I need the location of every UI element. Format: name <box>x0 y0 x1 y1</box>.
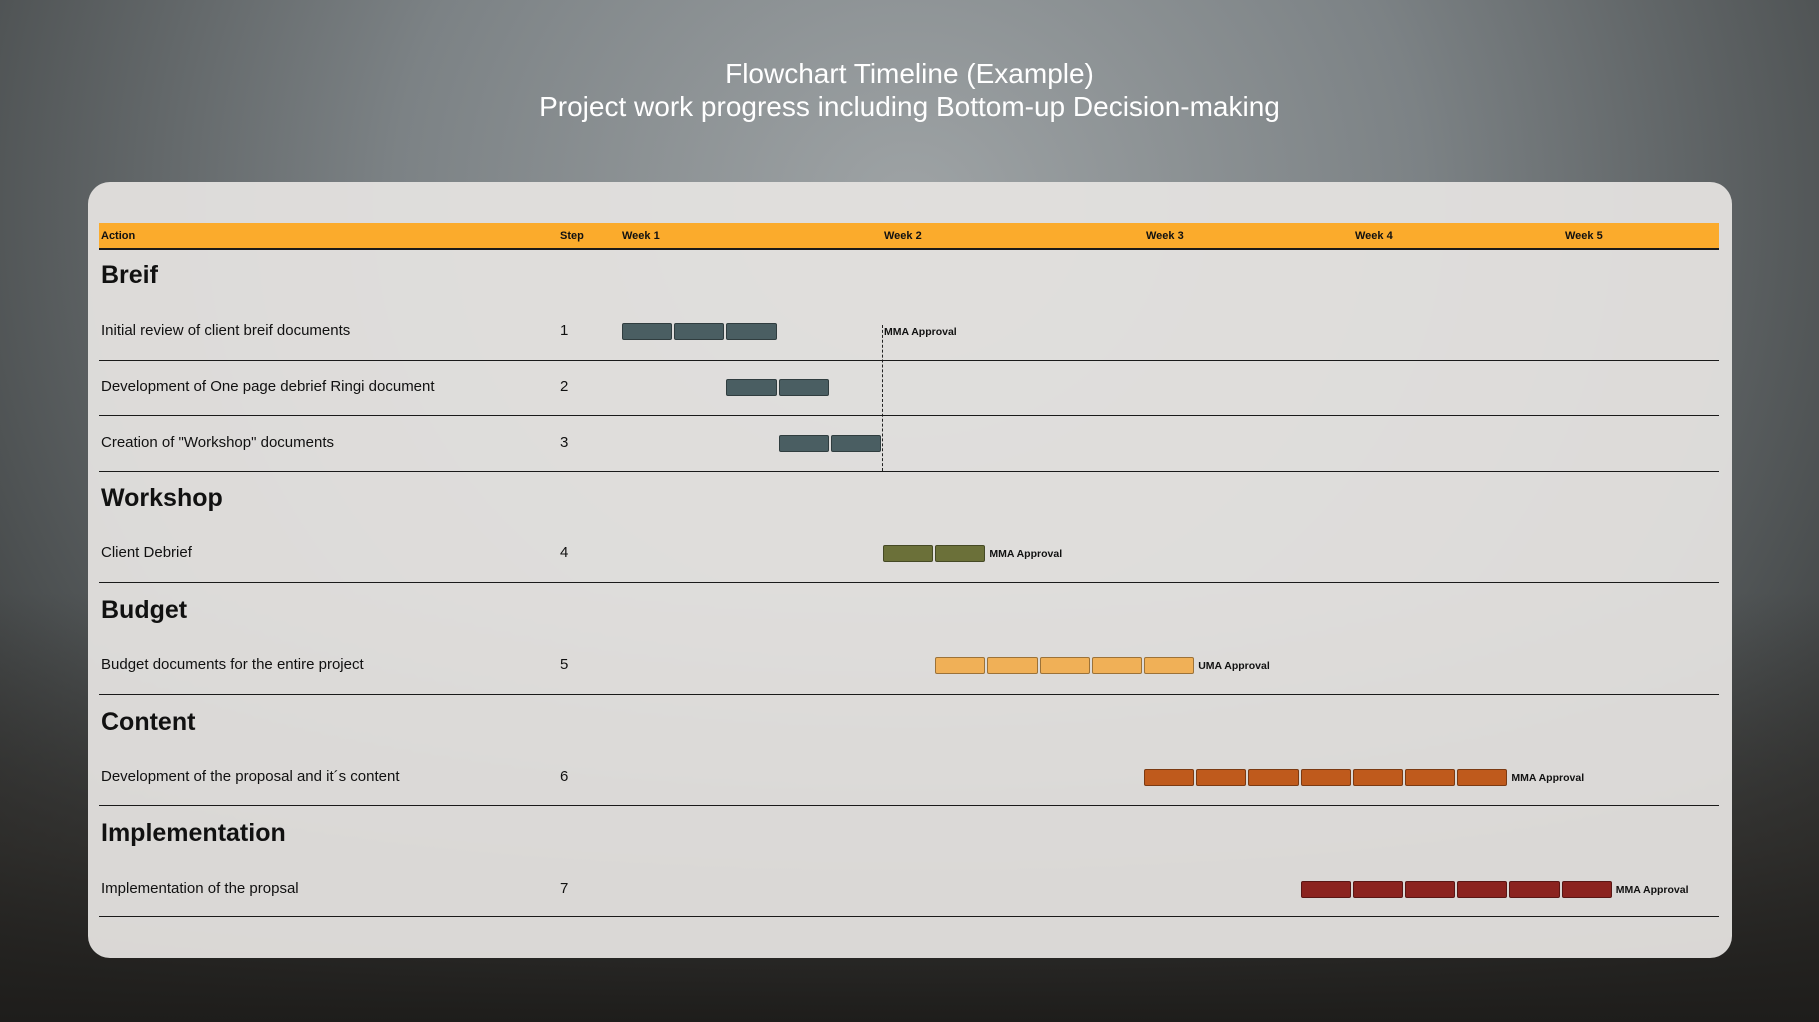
section-title-content: Content <box>101 708 196 736</box>
gantt-bar-segment <box>1144 769 1195 786</box>
gantt-bar-segment <box>883 545 934 562</box>
gantt-bar-segment <box>674 323 725 340</box>
gantt-bar-segment <box>1457 769 1508 786</box>
task-step: 1 <box>560 322 569 339</box>
gantt-bar-segment <box>1405 769 1456 786</box>
section-title-workshop: Workshop <box>101 484 223 512</box>
approval-label: UMA Approval <box>1198 660 1270 672</box>
header-week-3: Week 3 <box>1146 230 1184 242</box>
row-divider <box>99 471 1719 472</box>
row-divider <box>99 415 1719 416</box>
header-week-2: Week 2 <box>884 230 922 242</box>
header-week-1: Week 1 <box>622 230 660 242</box>
gantt-bar-segment <box>1405 881 1456 898</box>
task-action: Initial review of client breif documents <box>101 322 351 339</box>
gantt-bar-segment <box>1091 657 1142 674</box>
gantt-bar-segment <box>1300 769 1351 786</box>
gantt-bar-segment <box>622 323 673 340</box>
timeline-panel <box>88 182 1732 958</box>
task-action: Implementation of the propsal <box>101 880 299 897</box>
gantt-bar-segment <box>935 657 986 674</box>
task-action: Budget documents for the entire project <box>101 656 364 673</box>
header-bar <box>99 223 1719 250</box>
section-title-breif: Breif <box>101 261 158 289</box>
gantt-bar-segment <box>1352 769 1403 786</box>
chart-title: Flowchart Timeline (Example) <box>725 58 1094 89</box>
task-step: 6 <box>560 768 569 785</box>
section-title-implementation: Implementation <box>101 819 286 847</box>
gantt-bar-segment <box>1039 657 1090 674</box>
task-action: Client Debrief <box>101 544 192 561</box>
task-step: 5 <box>560 656 569 673</box>
approval-label: MMA Approval <box>1615 884 1689 896</box>
task-step: 4 <box>560 544 569 561</box>
task-step: 3 <box>560 434 569 451</box>
task-step: 7 <box>560 880 569 897</box>
chart-subtitle: Project work progress including Bottom-u… <box>539 91 1280 122</box>
task-action: Creation of "Workshop" documents <box>101 434 334 451</box>
header-step: Step <box>560 230 584 242</box>
row-divider <box>99 582 1719 583</box>
approval-label: MMA Approval <box>989 548 1063 560</box>
gantt-bar-segment <box>778 435 829 452</box>
header-week-5: Week 5 <box>1565 230 1603 242</box>
gantt-bar-segment <box>1248 769 1299 786</box>
gantt-bar-segment <box>1144 657 1195 674</box>
row-divider <box>99 360 1719 361</box>
task-step: 2 <box>560 378 569 395</box>
section-title-budget: Budget <box>101 596 188 624</box>
gantt-bar-segment <box>1300 881 1351 898</box>
approval-label: MMA Approval <box>884 326 957 338</box>
gantt-bar-segment <box>1457 881 1508 898</box>
gantt-bar-segment <box>1561 881 1612 898</box>
row-divider <box>99 916 1719 917</box>
gantt-bar-segment <box>830 435 881 452</box>
header-action: Action <box>101 230 136 242</box>
gantt-bar-segment <box>726 379 777 396</box>
gantt-bar-segment <box>1509 881 1560 898</box>
row-divider <box>99 694 1719 695</box>
task-action: Development of One page debrief Ringi do… <box>101 378 435 395</box>
gantt-bar-segment <box>778 379 829 396</box>
approval-milestone-line <box>882 325 883 471</box>
gantt-bar-segment <box>987 657 1038 674</box>
gantt-bar-segment <box>726 323 777 340</box>
task-action: Development of the proposal and it´s con… <box>101 768 400 785</box>
gantt-bar-segment <box>935 545 986 562</box>
approval-label: MMA Approval <box>1511 772 1585 784</box>
header-week-4: Week 4 <box>1355 230 1393 242</box>
row-divider <box>99 805 1719 806</box>
gantt-bar-segment <box>1196 769 1247 786</box>
gantt-bar-segment <box>1352 881 1403 898</box>
